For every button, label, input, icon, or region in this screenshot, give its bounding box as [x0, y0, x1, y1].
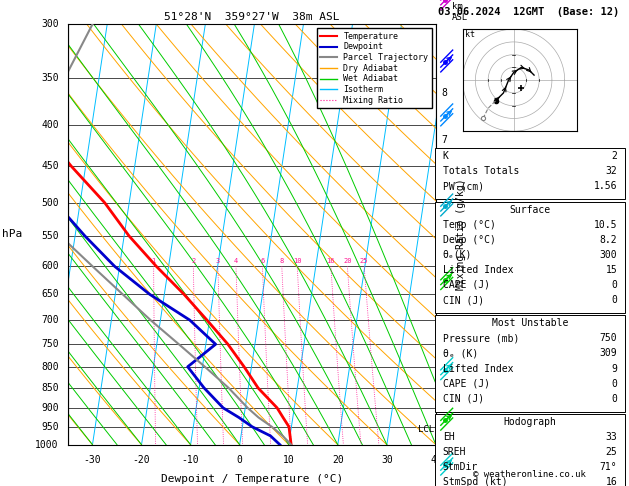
Text: 1: 1 — [442, 403, 447, 413]
Text: © weatheronline.co.uk: © weatheronline.co.uk — [474, 469, 586, 479]
Text: 700: 700 — [41, 315, 58, 325]
Text: CAPE (J): CAPE (J) — [443, 280, 490, 290]
Text: StmSpd (kt): StmSpd (kt) — [443, 477, 508, 486]
Text: 1000: 1000 — [35, 440, 58, 450]
Text: 25: 25 — [360, 258, 369, 264]
Text: Mixing Ratio (g/kg): Mixing Ratio (g/kg) — [456, 179, 466, 290]
Text: 0: 0 — [237, 455, 243, 465]
Text: EH: EH — [443, 432, 455, 442]
Text: 10: 10 — [283, 455, 294, 465]
Text: 10: 10 — [293, 258, 301, 264]
Text: 1.56: 1.56 — [594, 181, 617, 191]
Text: 750: 750 — [41, 339, 58, 349]
Text: 300: 300 — [41, 19, 58, 29]
Text: 8: 8 — [442, 88, 447, 98]
Text: 33: 33 — [605, 432, 617, 442]
Text: 550: 550 — [41, 231, 58, 241]
Text: K: K — [443, 151, 448, 161]
Text: 2: 2 — [442, 362, 447, 372]
Text: 16: 16 — [326, 258, 335, 264]
Text: SREH: SREH — [443, 447, 466, 457]
FancyBboxPatch shape — [435, 414, 625, 486]
Text: θₑ (K): θₑ (K) — [443, 348, 478, 359]
Text: 0: 0 — [611, 379, 617, 389]
Text: kt: kt — [465, 30, 475, 39]
Text: 32: 32 — [605, 166, 617, 176]
Text: 20: 20 — [332, 455, 343, 465]
Text: -30: -30 — [84, 455, 101, 465]
Text: 25: 25 — [605, 447, 617, 457]
Text: Pressure (mb): Pressure (mb) — [443, 333, 519, 344]
FancyBboxPatch shape — [435, 202, 625, 313]
Text: CAPE (J): CAPE (J) — [443, 379, 490, 389]
Text: 750: 750 — [599, 333, 617, 344]
Text: Totals Totals: Totals Totals — [443, 166, 519, 176]
Text: -20: -20 — [133, 455, 150, 465]
Text: CIN (J): CIN (J) — [443, 394, 484, 404]
Text: Temp (°C): Temp (°C) — [443, 220, 496, 230]
Text: 6: 6 — [442, 182, 447, 192]
Text: Surface: Surface — [509, 205, 550, 215]
Text: -10: -10 — [182, 455, 199, 465]
FancyBboxPatch shape — [435, 148, 625, 199]
Text: 71°: 71° — [599, 462, 617, 472]
Text: 4: 4 — [442, 276, 447, 286]
Text: 350: 350 — [41, 73, 58, 83]
Text: 850: 850 — [41, 383, 58, 393]
Text: 16: 16 — [605, 477, 617, 486]
Text: 900: 900 — [41, 403, 58, 413]
Text: Dewp (°C): Dewp (°C) — [443, 235, 496, 245]
Text: 6: 6 — [260, 258, 265, 264]
Text: 15: 15 — [605, 265, 617, 275]
Text: 600: 600 — [41, 261, 58, 271]
Text: 8: 8 — [280, 258, 284, 264]
Text: 8.2: 8.2 — [599, 235, 617, 245]
Text: 0: 0 — [611, 295, 617, 305]
Text: 03.06.2024  12GMT  (Base: 12): 03.06.2024 12GMT (Base: 12) — [438, 7, 619, 17]
Text: 2: 2 — [611, 151, 617, 161]
Text: Lifted Index: Lifted Index — [443, 265, 513, 275]
Text: hPa: hPa — [3, 229, 23, 240]
Text: Dewpoint / Temperature (°C): Dewpoint / Temperature (°C) — [161, 474, 343, 484]
Text: 40: 40 — [430, 455, 442, 465]
Text: 7: 7 — [442, 135, 447, 145]
Text: 450: 450 — [41, 161, 58, 171]
Text: km
ASL: km ASL — [452, 2, 468, 22]
Text: 3: 3 — [216, 258, 220, 264]
Text: 1: 1 — [152, 258, 156, 264]
Text: StmDir: StmDir — [443, 462, 478, 472]
Legend: Temperature, Dewpoint, Parcel Trajectory, Dry Adiabat, Wet Adiabat, Isotherm, Mi: Temperature, Dewpoint, Parcel Trajectory… — [317, 29, 431, 108]
FancyBboxPatch shape — [435, 315, 625, 412]
Text: 5: 5 — [442, 230, 447, 240]
Text: θₑ(K): θₑ(K) — [443, 250, 472, 260]
Text: PW (cm): PW (cm) — [443, 181, 484, 191]
Text: 0: 0 — [611, 280, 617, 290]
Text: 309: 309 — [599, 348, 617, 359]
Text: Most Unstable: Most Unstable — [492, 318, 568, 329]
Text: 500: 500 — [41, 198, 58, 208]
Text: 51°28'N  359°27'W  38m ASL: 51°28'N 359°27'W 38m ASL — [164, 12, 340, 22]
Text: 400: 400 — [41, 120, 58, 130]
Text: CIN (J): CIN (J) — [443, 295, 484, 305]
Text: 20: 20 — [343, 258, 352, 264]
Text: 30: 30 — [381, 455, 392, 465]
Text: Hodograph: Hodograph — [503, 417, 557, 427]
Text: 300: 300 — [599, 250, 617, 260]
Text: 650: 650 — [41, 289, 58, 299]
Text: 0: 0 — [611, 394, 617, 404]
Text: 4: 4 — [234, 258, 238, 264]
Text: Lifted Index: Lifted Index — [443, 364, 513, 374]
Text: 10.5: 10.5 — [594, 220, 617, 230]
Text: LCL: LCL — [418, 425, 435, 434]
Text: 2: 2 — [191, 258, 196, 264]
Text: 950: 950 — [41, 422, 58, 432]
Text: 9: 9 — [611, 364, 617, 374]
Text: 3: 3 — [442, 320, 447, 330]
Text: 800: 800 — [41, 362, 58, 372]
